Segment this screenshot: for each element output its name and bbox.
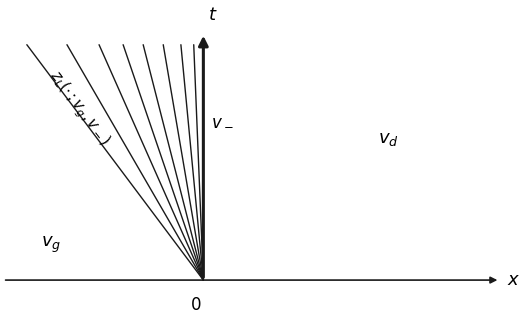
Text: $t$: $t$ — [208, 5, 218, 24]
Text: $v_-$: $v_-$ — [211, 112, 234, 129]
Text: $v_g$: $v_g$ — [41, 235, 61, 255]
Text: $0$: $0$ — [190, 297, 201, 314]
Text: $z_L(\cdot\,;v_g,v_-)$: $z_L(\cdot\,;v_g,v_-)$ — [44, 67, 114, 150]
Text: $x$: $x$ — [507, 271, 520, 289]
Text: $v_d$: $v_d$ — [378, 130, 398, 148]
